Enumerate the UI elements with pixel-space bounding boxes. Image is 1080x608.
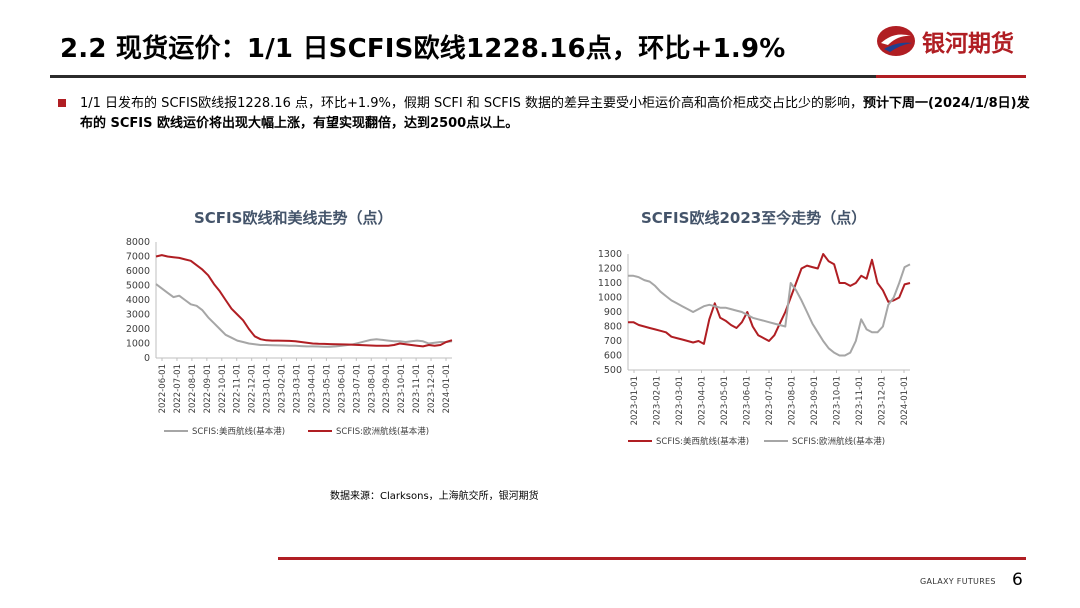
chart-1-y-tick-label: 1000 [126,339,150,350]
chart-2-y-tick-label: 500 [604,365,622,376]
chart-1-y-tick-label: 0 [144,353,150,364]
chart-1-x-tick-label: 2022-07-01 [173,364,183,413]
chart-1-x-tick-label: 2023-07-01 [352,364,362,413]
chart-1-y-tick-label: 4000 [126,295,150,306]
logo-text: 银河期货 [922,31,1014,57]
bullet-point: 1/1 日发布的 SCFIS欧线报1228.16 点，环比+1.9%，假期 SC… [58,94,1033,134]
chart-1-series-line-2 [155,254,453,348]
chart-2-legend-label-1: SCFIS:美西航线(基本港) [656,436,749,447]
chart-1-y-tick-label: 8000 [126,237,150,248]
chart-1-x-tick-label: 2022-06-01 [158,364,168,413]
chart-2-x-tick-label: 2023-05-01 [720,376,730,425]
chart-2-x-tick-label: 2023-08-01 [788,376,798,425]
footer-divider [278,557,1026,560]
chart-2-x-tick-label: 2023-01-01 [630,376,640,425]
chart-1-x-tick-label: 2023-05-01 [322,364,332,413]
chart-1-legend-label-2: SCFIS:欧洲航线(基本港) [336,426,429,437]
chart-1-x-tick-label: 2023-01-01 [263,364,273,413]
chart-2-x-tick-label: 2024-01-01 [900,376,910,425]
chart-1-x-tick-label: 2022-09-01 [203,364,213,413]
chart-1-x-tick-label: 2023-03-01 [293,364,303,413]
chart-1-x-tick-label: 2023-09-01 [382,364,392,413]
source-note: 数据来源：Clarksons，上海航交所，银河期货 [330,491,539,502]
chart-2-y-tick-label: 900 [604,307,622,318]
footer-brand: GALAXY FUTURES [920,577,996,586]
chart-1-x-tick-label: 2022-08-01 [188,364,198,413]
chart-2-y-tick-label: 1300 [598,249,622,260]
chart-2-x-tick-label: 2023-10-01 [833,376,843,425]
chart-1-x-tick-label: 2023-10-01 [397,364,407,413]
chart-2-title: SCFIS欧线2023至今走势（点） [641,209,867,227]
chart-2-series-line-2 [628,263,911,357]
chart-2-y-tick-label: 700 [604,336,622,347]
bullet-bold-text: 预计下周一(2024/1/8日)发布的 SCFIS 欧线运价将出现大幅上涨，有望… [80,96,1030,131]
chart-1-x-tick-label: 2024-01-01 [442,364,452,413]
chart-1-title: SCFIS欧线和美线走势（点） [194,209,393,227]
chart-1-x-tick-label: 2022-11-01 [233,364,243,413]
company-logo: 银河期货 [876,24,1014,58]
chart-1-y-tick-label: 7000 [126,252,150,263]
chart-1-x-tick-label: 2023-02-01 [278,364,288,413]
chart-1-y-tick-label: 2000 [126,324,150,335]
chart-2-x-tick-label: 2023-12-01 [878,376,888,425]
chart-2-y-tick-label: 800 [604,322,622,333]
page-title: 2.2 现货运价：1/1 日SCFIS欧线1228.16点，环比+1.9% [60,34,786,64]
chart-2-x-tick-label: 2023-11-01 [855,376,865,425]
chart-2-x-tick-label: 2023-06-01 [743,376,753,425]
chart-1-x-tick-label: 2023-12-01 [427,364,437,413]
header-divider-accent [876,75,1026,78]
chart-2-x-tick-label: 2023-03-01 [675,376,685,425]
chart-1-x-tick-label: 2023-08-01 [367,364,377,413]
chart-2: 500 600 700 800 900 1000 1100 1200 1300 2023-01-0… [598,249,911,447]
chart-1-y-tick-label: 5000 [126,281,150,292]
chart-1-x-tick-label: 2022-10-01 [218,364,228,413]
page-number: 6 [1012,570,1023,590]
chart-1-y-tick-label: 3000 [126,310,150,321]
chart-2-y-tick-label: 1200 [598,264,622,275]
chart-1-x-tick-label: 2023-11-01 [412,364,422,413]
chart-2-x-tick-label: 2023-09-01 [810,376,820,425]
header-divider [50,75,1026,78]
chart-2-x-tick-label: 2023-04-01 [698,376,708,425]
chart-2-y-tick-label: 1100 [598,278,622,289]
chart-2-x-tick-label: 2023-07-01 [765,376,775,425]
chart-2-y-tick-label: 600 [604,351,622,362]
chart-1-y-tick-label: 6000 [126,266,150,277]
chart-1-legend-label-1: SCFIS:美西航线(基本港) [192,426,285,437]
chart-1-x-tick-label: 2023-06-01 [337,364,347,413]
chart-2-x-tick-label: 2023-02-01 [653,376,663,425]
galaxy-logo-icon [877,26,915,56]
chart-1-series-line-1 [155,283,453,348]
chart-2-legend-label-2: SCFIS:欧洲航线(基本港) [792,436,885,447]
chart-1: 0 1000 2000 3000 4000 5000 6000 7000 8000 2022-06… [126,237,453,437]
bullet-square-icon [58,99,66,107]
chart-1-x-tick-label: 2023-04-01 [307,364,317,413]
chart-1-x-tick-label: 2022-12-01 [248,364,258,413]
chart-2-series-line-1 [628,253,911,345]
bullet-normal-text: 1/1 日发布的 SCFIS欧线报1228.16 点，环比+1.9%，假期 SC… [80,96,863,111]
chart-2-y-tick-label: 1000 [598,293,622,304]
bullet-text: 1/1 日发布的 SCFIS欧线报1228.16 点，环比+1.9%，假期 SC… [80,94,1033,134]
